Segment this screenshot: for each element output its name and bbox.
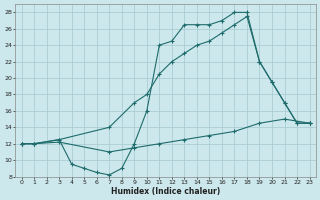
X-axis label: Humidex (Indice chaleur): Humidex (Indice chaleur) (111, 187, 220, 196)
